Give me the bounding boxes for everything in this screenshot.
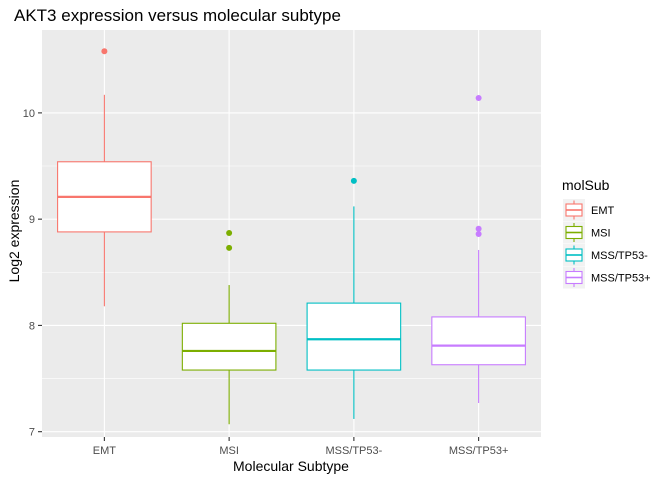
- y-tick-label: 9: [29, 214, 35, 226]
- outlier-point: [226, 229, 233, 236]
- y-tick-label: 8: [29, 320, 35, 332]
- outlier-point: [475, 95, 482, 102]
- outlier-point: [101, 48, 108, 55]
- outlier-point: [475, 225, 482, 232]
- box-iqr: [306, 302, 402, 371]
- y-axis-title: Log2 expression: [6, 180, 22, 283]
- x-axis-title: Molecular Subtype: [233, 458, 349, 474]
- legend-item-MSI: MSI: [563, 221, 611, 244]
- x-tick-label: MSI: [219, 445, 239, 457]
- legend-label: EMT: [591, 205, 615, 217]
- boxplot-MSS/TP53-: [306, 177, 402, 419]
- legend-label: MSS/TP53-: [591, 250, 648, 262]
- plot-panel: [42, 30, 541, 437]
- x-tick-label: MSS/TP53-: [325, 445, 382, 457]
- y-tick-label: 10: [23, 108, 35, 120]
- chart-title: AKT3 expression versus molecular subtype: [14, 6, 341, 25]
- legend-label: MSS/TP53+: [591, 273, 651, 285]
- boxplot-EMT: [57, 48, 152, 307]
- legend-title: molSub: [562, 177, 610, 193]
- box-iqr: [431, 316, 526, 366]
- legend-label: MSI: [591, 228, 611, 240]
- outlier-point: [226, 244, 233, 251]
- box-layer: [57, 48, 526, 425]
- legend-item-EMT: EMT: [563, 199, 615, 221]
- legend-item-MSS/TP53+: MSS/TP53+: [563, 266, 651, 289]
- box-iqr: [181, 322, 277, 371]
- y-tick-label: 7: [29, 427, 35, 439]
- x-tick-label: EMT: [93, 445, 117, 457]
- x-tick-label: MSS/TP53+: [449, 445, 509, 457]
- boxplot-MSS/TP53+: [431, 95, 526, 403]
- legend-item-MSS/TP53-: MSS/TP53-: [563, 244, 648, 266]
- outlier-point: [475, 231, 482, 238]
- legend: molSub EMT MSI MSS/TP53- MSS/TP53+: [562, 177, 651, 289]
- axis-layer: 7 8 9 10 EMT MSI MSS/TP53- MSS/TP53+: [23, 108, 509, 457]
- outlier-point: [350, 177, 357, 184]
- boxplot-MSI: [181, 229, 277, 425]
